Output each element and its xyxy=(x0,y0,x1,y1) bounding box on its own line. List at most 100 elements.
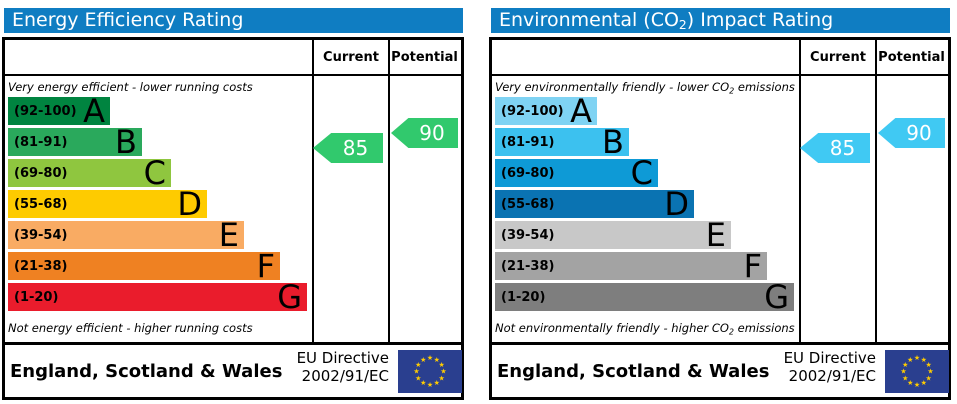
current-rating-arrow: 85 xyxy=(800,133,870,163)
svg-text:★: ★ xyxy=(434,379,440,387)
band-range: (92-100) xyxy=(501,103,564,119)
column-header-current: Current xyxy=(323,49,379,65)
band-b: (81-91) B xyxy=(8,123,142,161)
band-d: (55-68) D xyxy=(8,185,207,223)
eu-directive-line1: EU Directive xyxy=(296,349,389,367)
eu-directive-label: EU Directive 2002/91/EC xyxy=(251,349,389,385)
band-a: (92-100) A xyxy=(8,92,110,130)
band-f: (21-38) F xyxy=(495,247,767,285)
footer-row-divider xyxy=(492,342,948,345)
eu-flag: ★ ★ ★ ★ ★ ★ ★ ★ ★ ★ ★ ★ xyxy=(885,350,949,393)
svg-text:★: ★ xyxy=(926,374,932,382)
svg-text:★: ★ xyxy=(927,368,933,376)
band-letter: E xyxy=(705,216,726,254)
eu-directive-line2: 2002/91/EC xyxy=(301,367,389,385)
eu-flag: ★ ★ ★ ★ ★ ★ ★ ★ ★ ★ ★ ★ xyxy=(398,350,462,393)
column-divider xyxy=(312,40,314,342)
band-e: (39-54) E xyxy=(495,216,731,254)
band-range: (69-80) xyxy=(14,165,68,181)
svg-text:★: ★ xyxy=(926,361,932,369)
band-letter: D xyxy=(177,185,202,223)
panel-energy-efficiency: Energy Efficiency Rating Current Potenti… xyxy=(2,0,465,404)
svg-text:★: ★ xyxy=(900,368,906,376)
band-f: (21-38) F xyxy=(8,247,280,285)
band-letter: A xyxy=(570,92,592,130)
energy-rating-table: Current Potential Very energy efficient … xyxy=(2,37,464,400)
environmental-title-bar: Environmental (CO2) Impact Rating xyxy=(491,8,950,33)
band-letter: E xyxy=(218,216,239,254)
band-letter: F xyxy=(256,247,275,285)
svg-text:★: ★ xyxy=(907,379,913,387)
band-letter: C xyxy=(143,154,166,192)
energy-title: Energy Efficiency Rating xyxy=(12,9,244,31)
column-divider xyxy=(388,40,390,342)
panel-environmental-impact: Environmental (CO2) Impact Rating Curren… xyxy=(489,0,952,404)
band-d: (55-68) D xyxy=(495,185,694,223)
band-letter: G xyxy=(764,278,789,316)
header-row-divider xyxy=(5,74,461,76)
svg-text:★: ★ xyxy=(439,374,445,382)
band-letter: B xyxy=(115,123,137,161)
band-range: (1-20) xyxy=(501,289,546,305)
footer-region-label: England, Scotland & Wales xyxy=(10,360,283,382)
band-range: (21-38) xyxy=(14,258,68,274)
band-e: (39-54) E xyxy=(8,216,244,254)
potential-rating-arrow: 90 xyxy=(391,118,458,148)
band-c: (69-80) C xyxy=(495,154,658,192)
svg-text:★: ★ xyxy=(914,354,920,362)
footer-row-divider xyxy=(5,342,461,345)
band-range: (92-100) xyxy=(14,103,77,119)
band-range: (69-80) xyxy=(501,165,555,181)
caption-top: Very environmentally friendly - lower CO… xyxy=(495,80,795,96)
svg-text:★: ★ xyxy=(921,356,927,364)
svg-text:★: ★ xyxy=(415,374,421,382)
header-row-divider xyxy=(492,74,948,76)
band-letter: D xyxy=(664,185,689,223)
svg-text:★: ★ xyxy=(440,368,446,376)
svg-text:★: ★ xyxy=(413,368,419,376)
svg-text:★: ★ xyxy=(415,361,421,369)
band-a: (92-100) A xyxy=(495,92,597,130)
eu-directive-label: EU Directive 2002/91/EC xyxy=(738,349,876,385)
svg-text:★: ★ xyxy=(921,379,927,387)
band-letter: C xyxy=(630,154,653,192)
column-header-potential: Potential xyxy=(878,49,945,65)
svg-text:★: ★ xyxy=(420,356,426,364)
band-range: (55-68) xyxy=(14,196,68,212)
band-range: (81-91) xyxy=(501,134,555,150)
svg-text:★: ★ xyxy=(427,381,433,389)
caption-bottom: Not energy efficient - higher running co… xyxy=(8,321,253,335)
band-range: (81-91) xyxy=(14,134,68,150)
eu-directive-line2: 2002/91/EC xyxy=(788,367,876,385)
svg-text:★: ★ xyxy=(420,379,426,387)
band-c: (69-80) C xyxy=(8,154,171,192)
eu-directive-line1: EU Directive xyxy=(783,349,876,367)
caption-top: Very energy efficient - lower running co… xyxy=(8,80,253,94)
svg-text:★: ★ xyxy=(914,381,920,389)
band-letter: F xyxy=(743,247,762,285)
band-b: (81-91) B xyxy=(495,123,629,161)
band-range: (1-20) xyxy=(14,289,59,305)
environmental-title: Environmental (CO2) Impact Rating xyxy=(499,9,834,33)
environmental-rating-table: Current Potential Very environmentally f… xyxy=(489,37,951,400)
band-g: (1-20) G xyxy=(495,278,794,316)
band-letter: B xyxy=(602,123,624,161)
column-header-potential: Potential xyxy=(391,49,458,65)
svg-text:★: ★ xyxy=(902,361,908,369)
band-letter: A xyxy=(83,92,105,130)
band-range: (39-54) xyxy=(14,227,68,243)
energy-title-bar: Energy Efficiency Rating xyxy=(4,8,463,33)
potential-rating-arrow: 90 xyxy=(878,118,945,148)
column-header-current: Current xyxy=(810,49,866,65)
band-g: (1-20) G xyxy=(8,278,307,316)
svg-text:★: ★ xyxy=(907,356,913,364)
eu-flag-stars: ★ ★★ ★★★ ★★★ ★★★ xyxy=(900,354,933,389)
svg-text:★: ★ xyxy=(427,354,433,362)
footer-region-label: England, Scotland & Wales xyxy=(497,360,770,382)
current-rating-arrow: 85 xyxy=(313,133,383,163)
svg-text:★: ★ xyxy=(434,356,440,364)
band-letter: G xyxy=(277,278,302,316)
eu-flag-stars: ★ ★★ ★★★ ★★★ ★★★ xyxy=(413,354,446,389)
svg-text:★: ★ xyxy=(902,374,908,382)
